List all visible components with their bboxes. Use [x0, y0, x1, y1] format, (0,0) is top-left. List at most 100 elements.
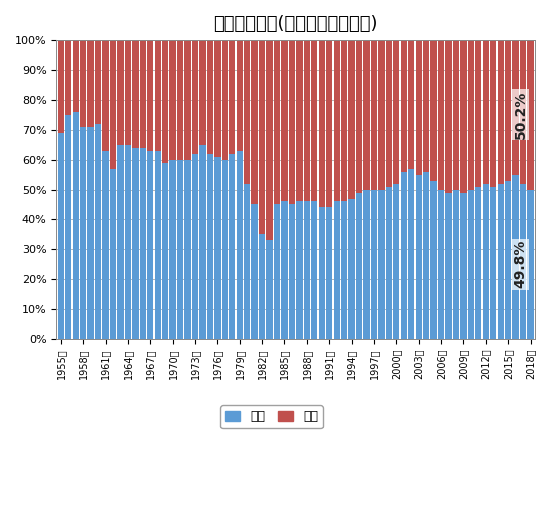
Bar	[185, 40, 191, 160]
Bar	[65, 40, 72, 115]
Bar	[177, 160, 183, 339]
Bar	[170, 160, 176, 339]
Bar	[162, 163, 169, 339]
Bar	[333, 202, 340, 339]
Bar	[125, 40, 131, 145]
Bar	[117, 145, 123, 339]
Bar	[475, 187, 482, 339]
Bar	[155, 151, 161, 339]
Bar	[88, 40, 94, 127]
Bar	[199, 145, 206, 339]
Bar	[483, 184, 489, 339]
Bar	[520, 40, 526, 184]
Bar	[214, 156, 220, 339]
Bar	[65, 115, 72, 339]
Bar	[401, 172, 407, 339]
Bar	[460, 193, 467, 339]
Bar	[139, 40, 146, 148]
Bar	[296, 40, 302, 202]
Bar	[393, 40, 399, 184]
Bar	[289, 204, 295, 339]
Bar	[282, 202, 288, 339]
Bar	[58, 133, 64, 339]
Bar	[266, 240, 273, 339]
Bar	[88, 127, 94, 339]
Bar	[229, 40, 235, 154]
Bar	[527, 189, 534, 339]
Bar	[266, 40, 273, 240]
Legend: 邦画, 洋画: 邦画, 洋画	[220, 405, 323, 428]
Bar	[311, 202, 317, 339]
Bar	[214, 40, 220, 156]
Bar	[192, 154, 198, 339]
Text: 50.2%: 50.2%	[514, 90, 528, 139]
Bar	[445, 193, 452, 339]
Bar	[304, 202, 310, 339]
Bar	[318, 207, 325, 339]
Bar	[356, 40, 362, 193]
Bar	[512, 174, 519, 339]
Bar	[326, 207, 332, 339]
Bar	[80, 127, 87, 339]
Bar	[408, 169, 414, 339]
Bar	[468, 40, 474, 189]
Bar	[222, 40, 228, 160]
Bar	[199, 40, 206, 145]
Bar	[162, 40, 169, 163]
Bar	[185, 160, 191, 339]
Bar	[468, 189, 474, 339]
Bar	[110, 169, 116, 339]
Title: 映画公開本数(邦画・洋画、比率): 映画公開本数(邦画・洋画、比率)	[213, 15, 378, 33]
Bar	[251, 204, 258, 339]
Bar	[139, 148, 146, 339]
Bar	[483, 40, 489, 184]
Bar	[341, 202, 347, 339]
Bar	[386, 187, 392, 339]
Bar	[378, 189, 385, 339]
Bar	[393, 184, 399, 339]
Bar	[236, 40, 243, 151]
Bar	[527, 40, 534, 189]
Bar	[147, 40, 154, 151]
Bar	[430, 40, 437, 180]
Bar	[207, 40, 213, 154]
Bar	[73, 40, 79, 112]
Bar	[408, 40, 414, 169]
Bar	[95, 40, 101, 124]
Bar	[244, 40, 250, 184]
Bar	[505, 180, 511, 339]
Bar	[207, 154, 213, 339]
Bar	[490, 40, 496, 187]
Bar	[274, 40, 280, 204]
Bar	[244, 184, 250, 339]
Bar	[251, 40, 258, 204]
Bar	[371, 189, 377, 339]
Bar	[512, 40, 519, 174]
Bar	[80, 40, 87, 127]
Bar	[498, 40, 504, 184]
Bar	[236, 151, 243, 339]
Bar	[110, 40, 116, 169]
Bar	[311, 40, 317, 202]
Bar	[73, 112, 79, 339]
Bar	[155, 40, 161, 151]
Bar	[147, 151, 154, 339]
Bar	[363, 40, 370, 189]
Bar	[304, 40, 310, 202]
Bar	[296, 202, 302, 339]
Bar	[438, 189, 444, 339]
Bar	[430, 180, 437, 339]
Bar	[415, 174, 422, 339]
Bar	[445, 40, 452, 193]
Bar	[460, 40, 467, 193]
Bar	[453, 189, 459, 339]
Bar	[348, 198, 355, 339]
Bar	[259, 235, 265, 339]
Bar	[326, 40, 332, 207]
Bar	[192, 40, 198, 154]
Bar	[132, 40, 138, 148]
Bar	[289, 40, 295, 204]
Bar	[423, 40, 429, 172]
Bar	[222, 160, 228, 339]
Bar	[117, 40, 123, 145]
